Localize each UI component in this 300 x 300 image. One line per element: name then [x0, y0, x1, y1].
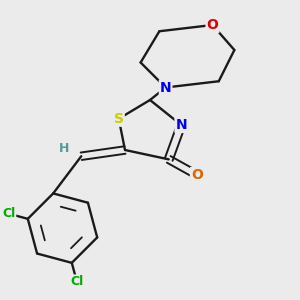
Text: N: N: [176, 118, 187, 132]
Text: Cl: Cl: [2, 207, 15, 220]
Text: Cl: Cl: [70, 275, 83, 288]
Text: H: H: [59, 142, 69, 155]
Text: S: S: [114, 112, 124, 126]
Text: N: N: [160, 80, 171, 94]
Text: O: O: [207, 18, 218, 32]
Text: O: O: [191, 168, 203, 182]
